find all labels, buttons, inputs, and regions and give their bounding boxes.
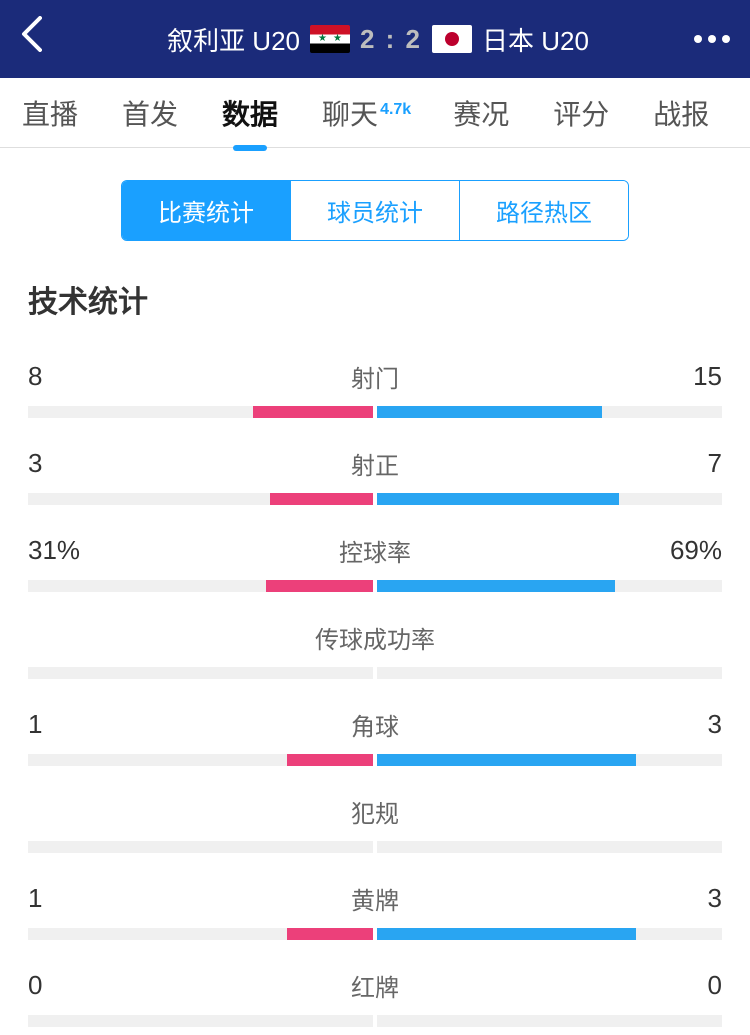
left-bar-track: [28, 580, 373, 592]
tab-1[interactable]: 首发: [122, 93, 178, 133]
stat-row: 1黄牌3: [28, 861, 722, 948]
stat-left-value: 3: [28, 448, 98, 479]
left-bar-track: [28, 928, 373, 940]
more-icon[interactable]: [694, 35, 730, 43]
right-bar-track: [377, 841, 722, 853]
stat-row: 8射门15: [28, 339, 722, 426]
away-flag-icon: [432, 25, 472, 53]
stat-label: 红牌: [98, 968, 652, 1003]
tab-3[interactable]: 聊天4.7k: [322, 93, 409, 133]
tab-4[interactable]: 赛况: [453, 93, 509, 133]
stat-right-value: 69%: [652, 535, 722, 566]
left-bar-track: [28, 1015, 373, 1027]
right-bar-track: [377, 928, 722, 940]
stat-row: 1角球3: [28, 687, 722, 774]
stat-right-value: 3: [652, 709, 722, 740]
right-bar-track: [377, 580, 722, 592]
stat-label: 犯规: [98, 794, 652, 829]
stat-label: 射正: [98, 446, 652, 481]
tab-2[interactable]: 数据: [222, 93, 278, 133]
left-bar-track: [28, 667, 373, 679]
stat-row: 31%控球率69%: [28, 513, 722, 600]
right-bar-fill: [377, 928, 636, 940]
left-bar-fill: [270, 493, 374, 505]
right-bar-fill: [377, 406, 602, 418]
stat-right-value: 15: [652, 361, 722, 392]
right-bar-fill: [377, 754, 636, 766]
left-bar-fill: [287, 754, 373, 766]
stat-label: 角球: [98, 707, 652, 742]
segment-control: 比赛统计球员统计路径热区: [121, 180, 629, 241]
stat-label: 射门: [98, 359, 652, 394]
score: 2 : 2: [360, 24, 422, 55]
stat-right-value: 0: [652, 970, 722, 1001]
match-header: 叙利亚 U20 2 : 2 日本 U20: [0, 0, 750, 78]
stat-left-value: 8: [28, 361, 98, 392]
right-bar-fill: [377, 493, 619, 505]
right-bar-track: [377, 754, 722, 766]
stat-bars: [28, 493, 722, 505]
match-title: 叙利亚 U20 2 : 2 日本 U20: [62, 21, 694, 58]
right-bar-track: [377, 667, 722, 679]
tab-6[interactable]: 战报: [653, 93, 709, 133]
stat-left-value: 1: [28, 883, 98, 914]
stat-row: 3射正7: [28, 426, 722, 513]
left-bar-track: [28, 841, 373, 853]
stat-left-value: 1: [28, 709, 98, 740]
right-bar-fill: [377, 580, 615, 592]
stat-left-value: 31%: [28, 535, 98, 566]
stat-label: 控球率: [98, 533, 652, 568]
back-icon[interactable]: [20, 16, 42, 62]
home-team-name: 叙利亚 U20: [167, 21, 300, 58]
right-bar-track: [377, 1015, 722, 1027]
stat-right-value: 3: [652, 883, 722, 914]
left-bar-fill: [253, 406, 373, 418]
segment-0[interactable]: 比赛统计: [122, 181, 291, 240]
stat-bars: [28, 928, 722, 940]
stat-row: 犯规: [28, 774, 722, 861]
segment-1[interactable]: 球员统计: [291, 181, 460, 240]
nav-tabs: 直播 首发 数据 聊天4.7k 赛况 评分 战报: [0, 78, 750, 148]
section-title: 技术统计: [0, 269, 750, 339]
stat-right-value: 7: [652, 448, 722, 479]
stat-row: 0红牌0: [28, 948, 722, 1035]
stat-label: 黄牌: [98, 881, 652, 916]
segment-control-wrap: 比赛统计球员统计路径热区: [0, 148, 750, 269]
left-bar-track: [28, 406, 373, 418]
stat-bars: [28, 406, 722, 418]
left-bar-fill: [266, 580, 373, 592]
right-bar-track: [377, 493, 722, 505]
tab-0[interactable]: 直播: [22, 93, 78, 133]
stat-bars: [28, 841, 722, 853]
stat-bars: [28, 580, 722, 592]
right-bar-track: [377, 406, 722, 418]
home-flag-icon: [310, 25, 350, 53]
segment-2[interactable]: 路径热区: [460, 181, 628, 240]
stat-bars: [28, 1015, 722, 1027]
stat-bars: [28, 667, 722, 679]
stat-left-value: 0: [28, 970, 98, 1001]
left-bar-track: [28, 754, 373, 766]
tab-5[interactable]: 评分: [553, 93, 609, 133]
tab-badge: 4.7k: [380, 101, 411, 118]
away-team-name: 日本 U20: [482, 21, 589, 58]
left-bar-track: [28, 493, 373, 505]
stats-list: 8射门153射正731%控球率69%传球成功率1角球3犯规1黄牌30红牌0: [0, 339, 750, 1035]
stat-row: 传球成功率: [28, 600, 722, 687]
stat-bars: [28, 754, 722, 766]
left-bar-fill: [287, 928, 373, 940]
stat-label: 传球成功率: [98, 620, 652, 655]
